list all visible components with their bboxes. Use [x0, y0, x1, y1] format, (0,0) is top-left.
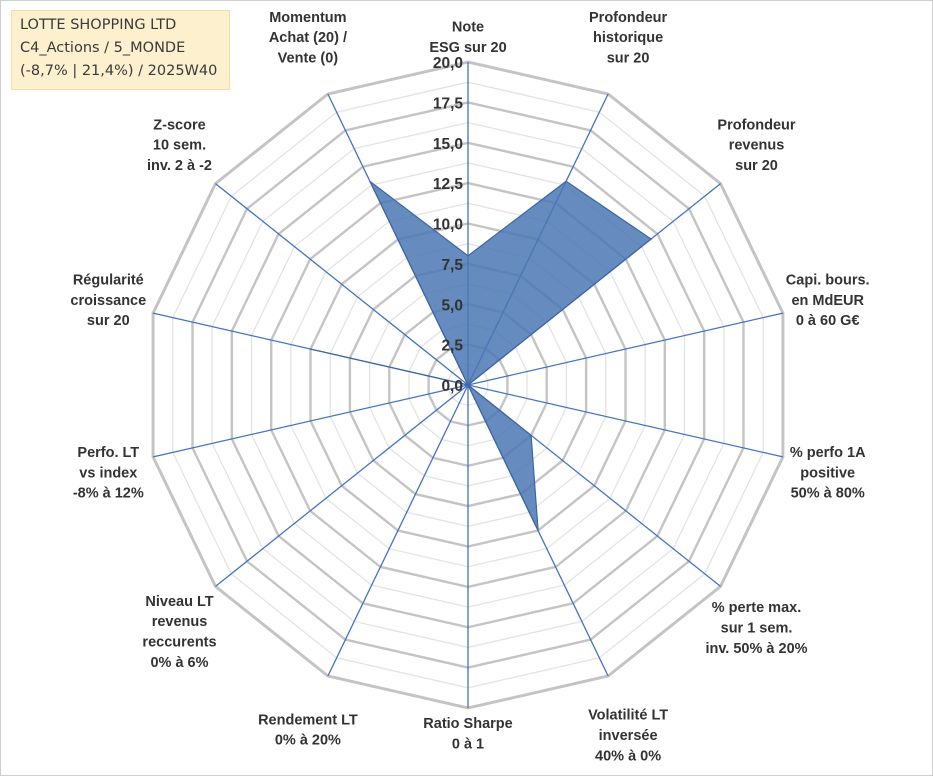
info-box: LOTTE SHOPPING LTD C4_Actions / 5_MONDE …	[11, 10, 230, 90]
tick-label: 20,0	[433, 55, 463, 72]
series-area-0	[310, 180, 653, 531]
axis-label: Note ESG sur 20	[429, 20, 506, 56]
axis-spoke-3	[467, 312, 784, 386]
axis-label: Rendement LT 0% à 20%	[258, 712, 358, 748]
category-label: C4_Actions / 5_MONDE	[20, 40, 186, 56]
axis-spoke-12	[215, 183, 469, 386]
axis-label: % perfo 1A positive 50% à 80%	[790, 445, 866, 502]
axis-labels: Note ESG sur 20 Profondeur historique sur 20…	[70, 10, 869, 764]
tick-label: 5,0	[441, 297, 463, 314]
axis-spoke-10	[152, 384, 469, 458]
axis-label: Profondeur revenus sur 20	[717, 117, 795, 174]
series	[310, 180, 653, 531]
axis-spoke-4	[467, 384, 784, 458]
tick-label: 2,5	[441, 338, 463, 355]
axis-label: Z-score 10 sem. inv. 2 à -2	[147, 117, 212, 174]
axis-label: Niveau LT revenus reccurents 0% à 6%	[142, 594, 216, 671]
axis-label: Régularité croissance sur 20	[70, 273, 146, 330]
tick-label: 0,0	[441, 378, 463, 395]
axis-label: Capi. bours. en MdEUR 0 à 60 G€	[786, 273, 870, 330]
tick-label: 17,5	[433, 95, 464, 112]
tick-label: 7,5	[441, 257, 463, 274]
axis-spoke-9	[215, 384, 469, 587]
tick-label: 15,0	[433, 136, 463, 153]
company-name: LOTTE SHOPPING LTD	[20, 17, 177, 33]
tick-label: 12,5	[433, 176, 464, 193]
axis-label: % perte max. sur 1 sem. inv. 50% à 20%	[705, 600, 807, 657]
axis-label: Perfo. LT vs index -8% à 12%	[73, 445, 144, 502]
tick-label: 10,0	[433, 217, 463, 234]
axis-label: Profondeur historique sur 20	[589, 10, 667, 67]
tick-labels: 0,0 2,5 5,0 7,5 10,0 12,5 15,0 17,5 20,0	[433, 55, 464, 395]
axis-label: Volatilité LT inversée 40% à 0%	[588, 708, 668, 765]
axis-label: Ratio Sharpe 0 à 1	[423, 716, 512, 752]
axis-spoke-8	[327, 384, 469, 677]
axis-label: Momentum Achat (20) / Vente (0)	[269, 10, 347, 67]
performance-period: (-8,7% | 21,4%) / 2025W40	[20, 63, 218, 79]
